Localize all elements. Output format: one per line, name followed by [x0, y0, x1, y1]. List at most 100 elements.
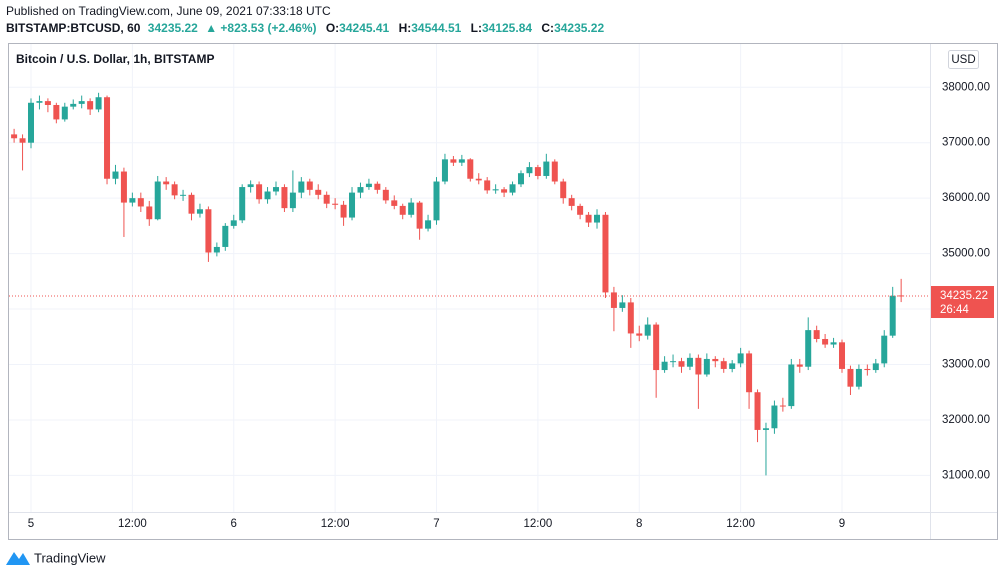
- x-tick-label: 9: [839, 518, 845, 530]
- candle-body: [551, 161, 558, 182]
- candle-body: [11, 134, 18, 139]
- candle-body: [872, 363, 879, 371]
- candle-body: [695, 357, 702, 375]
- candle-body: [36, 101, 43, 103]
- currency-badge[interactable]: [948, 50, 979, 69]
- candle-body: [188, 194, 195, 214]
- logo-icon: [6, 552, 30, 565]
- candle-body: [289, 192, 296, 209]
- candle-body: [315, 189, 322, 195]
- ohlc-label: C:: [541, 21, 554, 35]
- currency: USD: [951, 54, 975, 66]
- y-tick-label: 36000.00: [942, 192, 990, 204]
- candle-body: [433, 181, 440, 221]
- candle-body: [340, 204, 347, 218]
- footer-logo: [6, 552, 30, 565]
- ohlc-label: O:: [326, 21, 339, 35]
- candle-body: [661, 361, 668, 371]
- ohlc-value: 34125.84: [482, 21, 532, 35]
- candle-body: [594, 214, 601, 223]
- candle-body: [95, 97, 102, 110]
- candle-body: [78, 101, 85, 104]
- candle-body: [475, 178, 482, 181]
- published-note: Published on TradingView.com, June 09, 2…: [6, 4, 331, 18]
- candle-body: [560, 181, 567, 199]
- candle-body: [120, 171, 127, 203]
- chart-frame: [8, 43, 998, 540]
- price-tag-countdown: 26:44: [940, 304, 969, 316]
- candle-body: [230, 220, 237, 226]
- candle-body: [889, 295, 896, 336]
- candle-body: [686, 357, 693, 367]
- candle-body: [636, 333, 643, 336]
- price-tag: [931, 286, 994, 319]
- candle-body: [222, 225, 229, 247]
- candle-body: [796, 364, 803, 367]
- plot: [9, 44, 930, 512]
- candle-body: [627, 302, 634, 334]
- candle-body: [847, 368, 854, 387]
- candle-body: [822, 338, 829, 345]
- candle-body: [53, 104, 60, 120]
- candle-body: [526, 167, 533, 174]
- candle-body: [839, 342, 846, 369]
- candle-body: [534, 167, 541, 176]
- candle-body: [813, 330, 820, 339]
- candle-body: [830, 342, 837, 345]
- candle-body: [163, 181, 170, 185]
- y-tick-label: 31000.00: [942, 469, 990, 481]
- candle-body: [484, 180, 491, 191]
- candle-body: [517, 173, 524, 185]
- candle-body: [703, 358, 710, 375]
- ohlc-value: 34235.22: [554, 21, 604, 35]
- price-tag-value: 34235.22: [940, 290, 988, 302]
- candle-body: [441, 159, 448, 182]
- candle-body: [61, 106, 68, 120]
- candle-body: [256, 184, 263, 200]
- candle-body: [264, 191, 271, 200]
- candle-body: [129, 198, 136, 203]
- x-tick-label: 5: [28, 518, 34, 530]
- candle-body: [670, 361, 677, 363]
- candle-body: [416, 202, 423, 229]
- candle-body: [332, 203, 339, 205]
- candle-body: [720, 361, 727, 369]
- y-tick-label: 35000.00: [942, 248, 990, 260]
- candle-body: [112, 171, 119, 179]
- ohlc-value: 34544.51: [411, 21, 461, 35]
- x-tick-label: 8: [636, 518, 642, 530]
- candle-body: [788, 364, 795, 407]
- candle-body: [104, 97, 111, 179]
- candle-body: [737, 353, 744, 364]
- y-tick-label: 37000.00: [942, 137, 990, 149]
- candle-body: [154, 181, 161, 220]
- candle-body: [501, 189, 508, 193]
- candle-body: [298, 181, 305, 193]
- candle-body: [585, 214, 592, 223]
- candle-body: [374, 183, 381, 190]
- candle-body: [382, 189, 389, 201]
- candle-body: [881, 335, 888, 364]
- candle-body: [196, 209, 203, 214]
- candle-body: [762, 428, 769, 430]
- candle-body: [678, 361, 685, 367]
- candle-body: [568, 198, 575, 206]
- candle-body: [653, 324, 660, 371]
- candle-body: [70, 103, 77, 107]
- candle-body: [146, 206, 153, 220]
- x-tick-label: 12:00: [523, 518, 552, 530]
- candle-body: [349, 192, 356, 218]
- candle-body: [492, 189, 499, 191]
- candle-body: [864, 368, 871, 371]
- ohlc-value: 34245.41: [339, 21, 389, 35]
- change: ▲ +823.53 (+2.46%): [205, 21, 316, 35]
- candle-body: [619, 302, 626, 308]
- candle-body: [281, 187, 288, 209]
- candle-body: [44, 101, 51, 105]
- candle-body: [644, 324, 651, 336]
- footer-brand: TradingView: [34, 550, 106, 565]
- candle-body: [425, 220, 432, 229]
- candle-body: [272, 187, 279, 192]
- candle-body: [577, 205, 584, 215]
